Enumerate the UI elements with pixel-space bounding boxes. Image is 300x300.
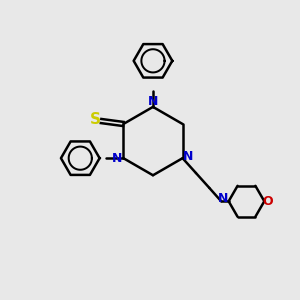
Text: N: N: [148, 95, 158, 108]
Text: N: N: [112, 152, 123, 165]
Text: S: S: [90, 112, 101, 127]
Text: N: N: [183, 150, 194, 163]
Text: N: N: [218, 192, 228, 205]
Text: O: O: [262, 195, 273, 208]
